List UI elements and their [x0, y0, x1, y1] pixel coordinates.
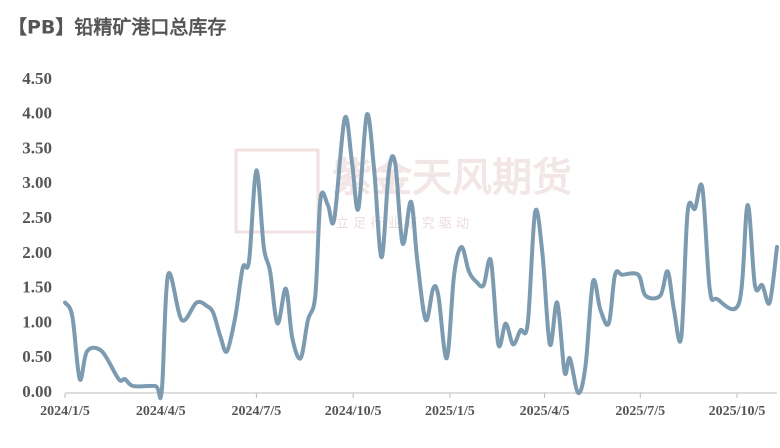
watermark-logo: [234, 148, 320, 234]
y-tick-label: 2.50: [22, 208, 52, 227]
x-tick-label: 2025/7/5: [615, 404, 665, 419]
y-tick-label: 1.00: [22, 312, 52, 331]
data-line: [63, 112, 779, 401]
y-tick-label: 4.00: [22, 104, 52, 123]
watermark: 紫金天风期货: [332, 155, 572, 201]
x-tick-label: 2025/4/5: [520, 404, 570, 419]
x-tick-label: 2024/10/5: [325, 404, 382, 419]
y-tick-label: 1.50: [22, 278, 52, 297]
y-tick-label: 0.50: [22, 347, 52, 366]
y-tick-label: 3.50: [22, 138, 52, 157]
y-tick-label: 3.00: [22, 173, 52, 192]
x-tick-label: 2025/1/5: [425, 404, 475, 419]
x-tick-label: 2024/7/5: [232, 404, 282, 419]
chart-title: 【PB】铅精矿港口总库存: [8, 16, 226, 39]
x-tick-label: 2025/10/5: [709, 404, 766, 419]
x-tick-label: 2024/4/5: [136, 404, 186, 419]
y-tick-label: 4.50: [22, 69, 52, 88]
x-tick-label: 2024/1/5: [40, 404, 90, 419]
watermark-slogan: 立 足 行 业 研 究 驱 动: [336, 217, 469, 232]
y-tick-label: 2.00: [22, 243, 52, 262]
y-tick-label: 0.00: [22, 382, 52, 401]
